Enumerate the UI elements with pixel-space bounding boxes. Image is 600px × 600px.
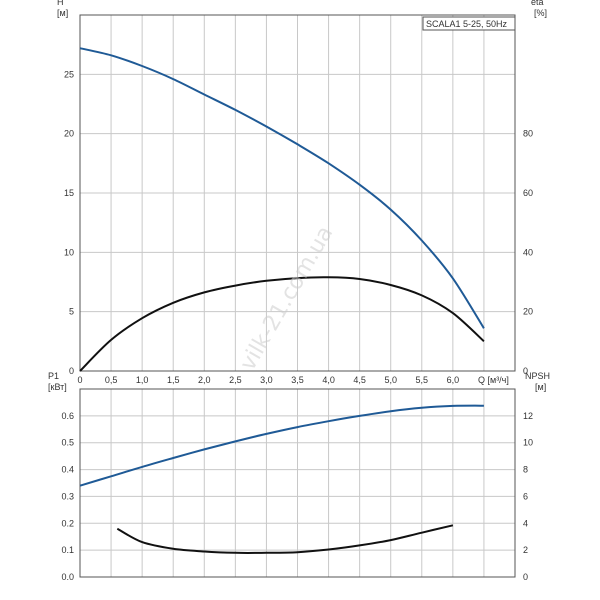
y-tick-label-left: 5 <box>69 307 74 317</box>
lower-chart: 0.0 0.1 0.2 0.3 0.4 0.5 0.6 0 2 4 6 8 10 12 P1[кВт] NPS… <box>48 371 550 582</box>
y-tick-label-left: 0.0 <box>61 572 74 582</box>
title-box-frame <box>422 16 516 31</box>
y-tick-label-left: 0.4 <box>61 465 74 475</box>
watermark: vilk-21.com.ua <box>236 222 339 375</box>
x-tick-label: 5,5 <box>416 375 429 385</box>
y-axis-unit-right: [%] <box>534 8 547 18</box>
y-tick-label-right: 60 <box>523 188 533 198</box>
plot-frame <box>79 14 516 372</box>
y-tick-label-left: 20 <box>64 129 74 139</box>
x-tick-label: 3,0 <box>260 375 273 385</box>
y-tick-label-right: 0 <box>523 572 528 582</box>
y-axis-unit-left: [кВт] <box>48 382 67 392</box>
x-tick-label: 6,0 <box>447 375 460 385</box>
y-tick-label-right: 8 <box>523 465 528 475</box>
x-axis-label: Q [м³/ч] <box>478 375 509 385</box>
chart-title-box: SCALA1 5-25, 50Hz <box>422 16 516 31</box>
x-tick-label: 0 <box>77 375 82 385</box>
y-axis-label-left: P1 <box>48 371 59 381</box>
y-tick-label-left: 25 <box>64 69 74 79</box>
x-tick-label: 2,0 <box>198 375 211 385</box>
npsh-curve <box>116 524 454 554</box>
y-axis-label-right: eta <box>531 0 544 7</box>
x-tick-label: 3,5 <box>291 375 304 385</box>
y-tick-label-left: 15 <box>64 188 74 198</box>
x-tick-label: 1,0 <box>136 375 149 385</box>
y-axis-unit-left: [м] <box>57 8 68 18</box>
power-curve <box>79 404 484 487</box>
y-axis-label-left: H <box>57 0 64 7</box>
y-tick-label-left: 0.6 <box>61 411 74 421</box>
y-tick-label-right: 2 <box>523 545 528 555</box>
y-tick-label-left: 0.5 <box>61 438 74 448</box>
x-tick-label: 4,5 <box>353 375 366 385</box>
y-tick-label-right: 20 <box>523 307 533 317</box>
x-tick-label: 2,5 <box>229 375 242 385</box>
y-tick-label-right: 4 <box>523 518 528 528</box>
chart-title: SCALA1 5-25, 50Hz <box>426 19 508 29</box>
y-tick-label-right: 0 <box>523 366 528 376</box>
y-axis-unit-right: [м] <box>535 382 546 392</box>
head-curve <box>79 47 485 329</box>
y-tick-label-left: 0.3 <box>61 491 74 501</box>
y-tick-label-right: 40 <box>523 247 533 257</box>
x-tick-label: 5,0 <box>384 375 397 385</box>
x-tick-label: 4,0 <box>322 375 335 385</box>
y-tick-label-right: 10 <box>523 438 533 448</box>
y-axis-label-right: NPSH <box>525 371 550 381</box>
y-tick-label-right: 80 <box>523 129 533 139</box>
upper-chart: 0 5 10 15 20 25 0 20 40 60 80 H[м] eta[%] 0 0,5 1,0 1,5 2… <box>57 0 547 385</box>
y-tick-label-left: 10 <box>64 247 74 257</box>
efficiency-curve <box>79 276 485 372</box>
y-tick-label-right: 6 <box>523 491 528 501</box>
x-tick-label: 1,5 <box>167 375 180 385</box>
y-tick-label-right: 12 <box>523 411 533 421</box>
y-tick-label-left: 0.1 <box>61 545 74 555</box>
y-tick-label-left: 0.2 <box>61 518 74 528</box>
y-tick-label-left: 0 <box>69 366 74 376</box>
plot-frame <box>79 388 516 578</box>
x-tick-label: 0,5 <box>105 375 118 385</box>
